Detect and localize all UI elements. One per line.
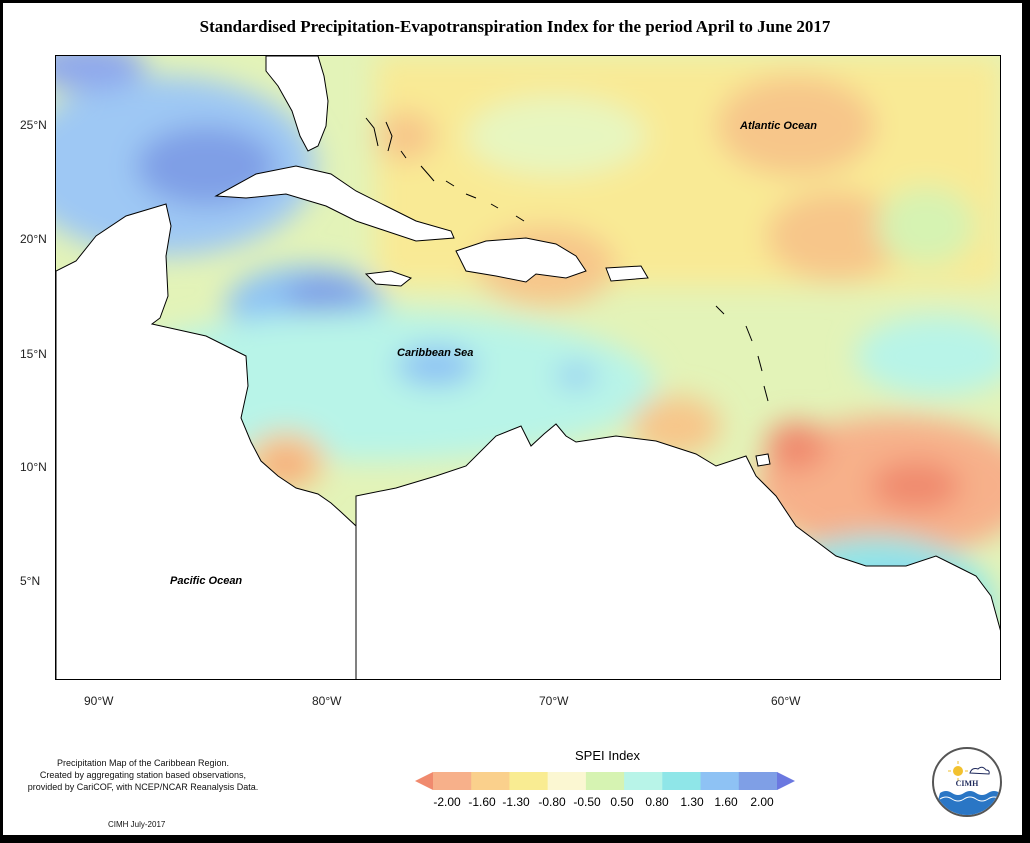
legend-tick: 0.80 [645,795,669,809]
legend-swatch-high [777,772,795,790]
legend-tick: -0.80 [538,795,566,809]
pacific-ocean-label: Pacific Ocean [170,575,243,587]
legend-tick: -1.30 [502,795,530,809]
legend-swatch [509,772,549,790]
lat-tick-10n: 10°N [20,460,47,474]
atlantic-ocean-label: Atlantic Ocean [740,120,818,132]
legend-tick: 1.30 [680,795,704,809]
footnote-line-2: Created by aggregating station based obs… [39,770,247,780]
caribbean-sea-label: Caribbean Sea [397,347,474,359]
map-title: Standardised Precipitation-Evapotranspir… [199,17,831,36]
legend-swatch [624,772,663,790]
land [56,56,1000,679]
footnote-line-3: provided by CariCOF, with NCEP/NCAR Rean… [27,782,259,792]
legend-swatch [471,772,510,790]
lon-tick-90w: 90°W [84,694,114,708]
footnote-line-1: Precipitation Map of the Caribbean Regio… [56,758,230,768]
cimh-logo: CIMH [932,747,1002,817]
legend-swatch-low [415,772,433,790]
lon-tick-60w: 60°W [771,694,801,708]
lat-tick-5n: 5°N [20,574,41,588]
legend-swatch [547,772,587,790]
legend-swatch [585,772,625,790]
legend-swatch [662,772,702,790]
legend-swatch [700,772,740,790]
legend-tick: -1.60 [468,795,496,809]
legend-tick: 2.00 [750,795,774,809]
lon-tick-70w: 70°W [539,694,569,708]
legend-tick: -2.00 [433,795,461,809]
logo-emblem-icon [934,761,1000,815]
legend-swatch [433,772,472,790]
lon-tick-80w: 80°W [312,694,342,708]
legend-title: SPEI Index [575,748,641,763]
lat-tick-25n: 25°N [20,118,47,132]
logo-text: CIMH [955,779,979,788]
lat-tick-20n: 20°N [20,232,47,246]
legend-tick: 0.50 [610,795,634,809]
footnote: Precipitation Map of the Caribbean Regio… [8,757,278,793]
spei-field [56,56,1000,679]
bahamas [365,117,769,402]
lat-tick-15n: 15°N [20,347,47,361]
legend-tick: -0.50 [573,795,601,809]
credit: CIMH July-2017 [108,820,166,829]
legend-tick: 1.60 [714,795,738,809]
spei-map [55,55,1001,680]
legend-swatch [738,772,778,790]
legend-colorbar [415,772,795,790]
